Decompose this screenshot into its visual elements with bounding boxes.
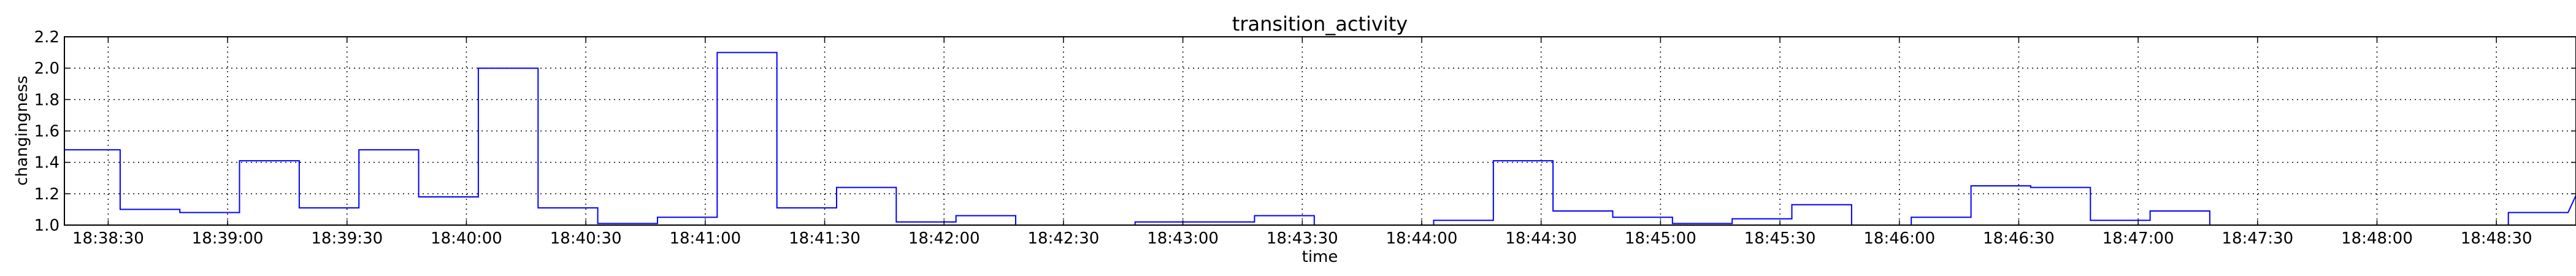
y-tick-label: 1.8 xyxy=(34,91,59,109)
x-tick-label: 18:42:30 xyxy=(1028,229,1100,248)
y-tick-label: 2.0 xyxy=(34,59,59,78)
x-tick-label: 18:48:30 xyxy=(2461,229,2532,248)
x-tick-label: 18:38:30 xyxy=(72,229,144,248)
x-tick-label: 18:39:00 xyxy=(192,229,264,248)
x-tick-label: 18:43:00 xyxy=(1147,229,1219,248)
x-axis: 18:38:30 18:39:00 18:39:30 18:40:00 18:40:30… xyxy=(72,37,2532,248)
x-tick-label: 18:41:30 xyxy=(789,229,861,248)
y-tick-label: 1.6 xyxy=(34,123,59,141)
x-tick-label: 18:46:30 xyxy=(1983,229,2055,248)
x-tick-label: 18:40:30 xyxy=(550,229,622,248)
y-axis: 1.0 1.2 1.4 1.6 1.8 2.0 2.2 xyxy=(34,28,2576,235)
y-tick-label: 1.2 xyxy=(34,185,59,204)
x-tick-label: 18:45:00 xyxy=(1625,229,1696,248)
x-tick-label: 18:39:30 xyxy=(311,229,383,248)
x-tick-label: 18:47:00 xyxy=(2103,229,2174,248)
chart-title: transition_activity xyxy=(1232,12,1408,36)
series-line xyxy=(64,52,2576,226)
y-tick-label: 2.2 xyxy=(34,28,59,47)
x-tick-label: 18:44:30 xyxy=(1505,229,1577,248)
x-tick-label: 18:46:00 xyxy=(1863,229,1935,248)
y-axis-label: changingness xyxy=(13,75,31,185)
y-tick-label: 1.4 xyxy=(34,154,59,172)
x-tick-label: 18:48:00 xyxy=(2341,229,2413,248)
x-tick-label: 18:45:30 xyxy=(1744,229,1816,248)
x-tick-label: 18:40:00 xyxy=(431,229,502,248)
series-layer xyxy=(64,52,2576,226)
x-axis-label: time xyxy=(1302,248,1338,266)
x-tick-label: 18:41:00 xyxy=(669,229,741,248)
y-tick-label: 1.0 xyxy=(34,217,59,235)
grid xyxy=(64,36,2576,226)
x-tick-label: 18:44:00 xyxy=(1386,229,1458,248)
x-tick-label: 18:42:00 xyxy=(908,229,980,248)
x-tick-label: 18:47:30 xyxy=(2221,229,2293,248)
x-tick-label: 18:43:30 xyxy=(1267,229,1338,248)
